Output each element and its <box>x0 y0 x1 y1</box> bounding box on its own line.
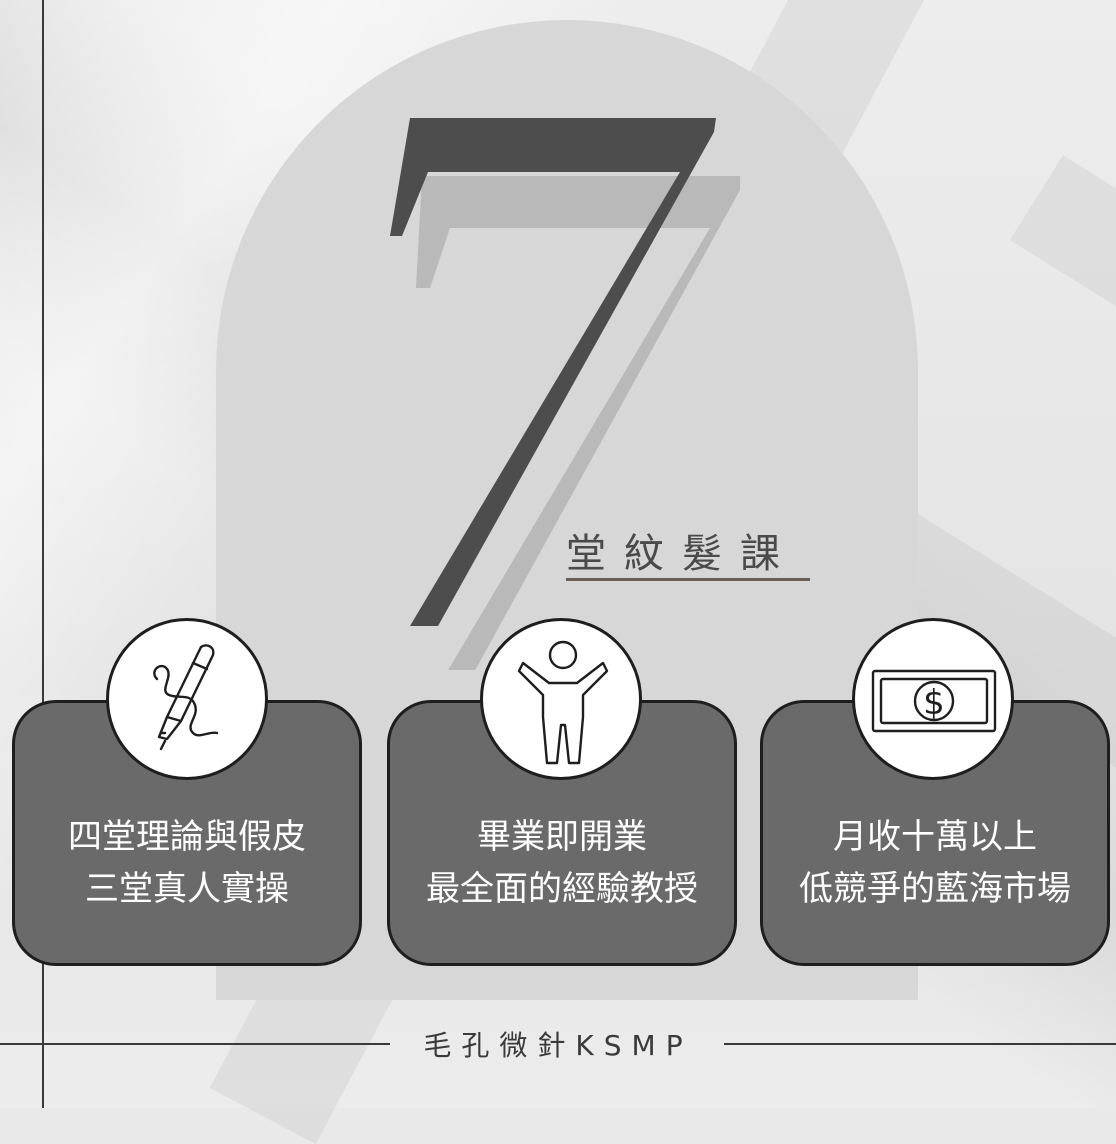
footer-line-left <box>0 1043 390 1045</box>
card-line-1: 月收十萬以上 <box>833 817 1037 857</box>
card-line-1: 四堂理論與假皮 <box>68 817 306 857</box>
card-line-2: 最全面的經驗教授 <box>426 869 698 909</box>
card-text: 月收十萬以上 低競爭的藍海市場 <box>763 811 1107 915</box>
footer-brand: 毛孔微針KSMP <box>423 1029 693 1062</box>
seven-graphic <box>390 118 742 694</box>
person-icon <box>480 618 642 780</box>
svg-text:$: $ <box>923 683 945 723</box>
title-underline <box>566 578 810 581</box>
big-number-7: 7 <box>380 110 742 694</box>
card-line-2: 低競爭的藍海市場 <box>799 869 1071 909</box>
card-text: 畢業即開業 最全面的經驗教授 <box>390 811 734 915</box>
left-vertical-line <box>42 0 44 1108</box>
page-title: 堂紋髮課 <box>566 531 798 577</box>
card-line-2: 三堂真人實操 <box>85 869 289 909</box>
footer-line-right <box>724 1043 1116 1045</box>
dollar-bill-icon: $ <box>852 618 1014 780</box>
card-text: 四堂理論與假皮 三堂真人實操 <box>15 811 359 915</box>
fountain-pen-icon <box>106 618 268 780</box>
card-line-1: 畢業即開業 <box>477 817 647 857</box>
title-block: 堂紋髮課 <box>566 530 810 582</box>
feature-card-3: 月收十萬以上 低競爭的藍海市場 <box>760 700 1110 966</box>
